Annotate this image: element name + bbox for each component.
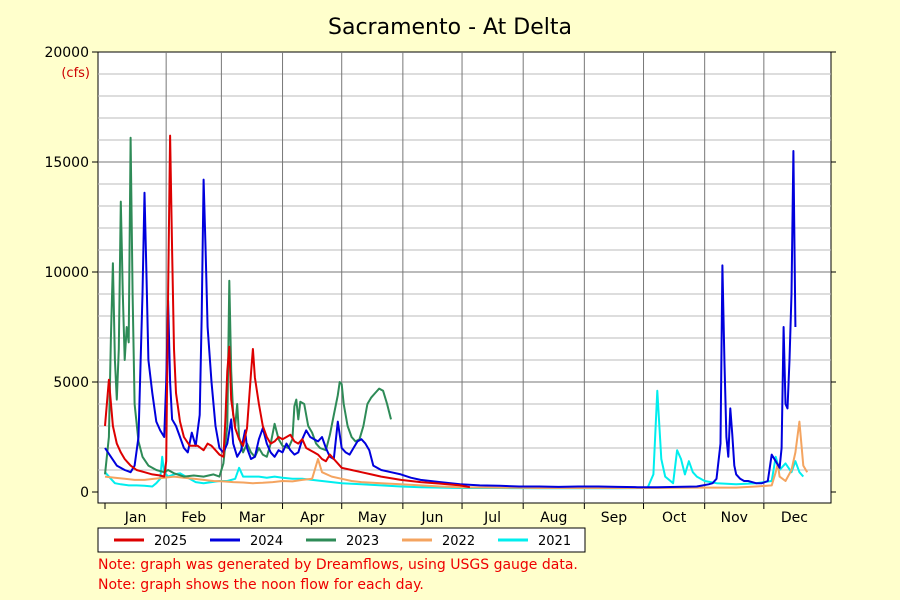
legend-label-2021: 2021 bbox=[538, 534, 571, 549]
legend-label-2023: 2023 bbox=[346, 534, 379, 549]
x-tick-label: Feb bbox=[181, 510, 206, 526]
y-tick-label: 5000 bbox=[53, 375, 89, 391]
series-line-2023 bbox=[104, 136, 392, 478]
legend: 2025 2024 2023 2022 2021 bbox=[97, 527, 586, 553]
series-line-2025 bbox=[104, 134, 471, 489]
legend-label-2025: 2025 bbox=[154, 534, 187, 549]
chart-title: Sacramento - At Delta bbox=[328, 15, 572, 40]
series-line-2024 bbox=[104, 150, 797, 489]
grid-lines bbox=[98, 52, 831, 503]
y-tick-label: 0 bbox=[80, 485, 89, 501]
legend-label-2022: 2022 bbox=[442, 534, 475, 549]
x-tick-label: Dec bbox=[781, 510, 808, 526]
series-line-2022 bbox=[104, 420, 809, 489]
x-tick-label: May bbox=[358, 510, 387, 526]
y-axis-unit: (cfs) bbox=[61, 66, 90, 81]
series-group bbox=[104, 134, 809, 490]
x-tick-label: Oct bbox=[662, 510, 687, 526]
y-axis: 0 5000 10000 15000 20000 bbox=[44, 45, 836, 501]
x-tick-label: Nov bbox=[721, 510, 748, 526]
y-tick-label: 10000 bbox=[44, 265, 89, 281]
x-tick-label: Aug bbox=[540, 510, 567, 526]
legend-label-2024: 2024 bbox=[250, 534, 283, 549]
x-tick-label: Mar bbox=[239, 510, 266, 526]
note-noon: Note: graph shows the noon flow for each… bbox=[98, 577, 424, 593]
x-tick-label: Jul bbox=[483, 510, 501, 526]
x-tick-label: Apr bbox=[300, 510, 324, 526]
x-tick-label: Jun bbox=[421, 510, 444, 526]
x-axis: Jan Feb Mar Apr May Jun Jul Aug Sep Oct Nov Dec bbox=[104, 503, 808, 526]
y-tick-label: 15000 bbox=[44, 155, 89, 171]
plot-area bbox=[97, 51, 832, 504]
y-tick-label: 20000 bbox=[44, 45, 89, 61]
x-tick-label: Sep bbox=[601, 510, 628, 526]
x-tick-label: Jan bbox=[124, 510, 147, 526]
note-source: Note: graph was generated by Dreamflows,… bbox=[98, 557, 578, 573]
